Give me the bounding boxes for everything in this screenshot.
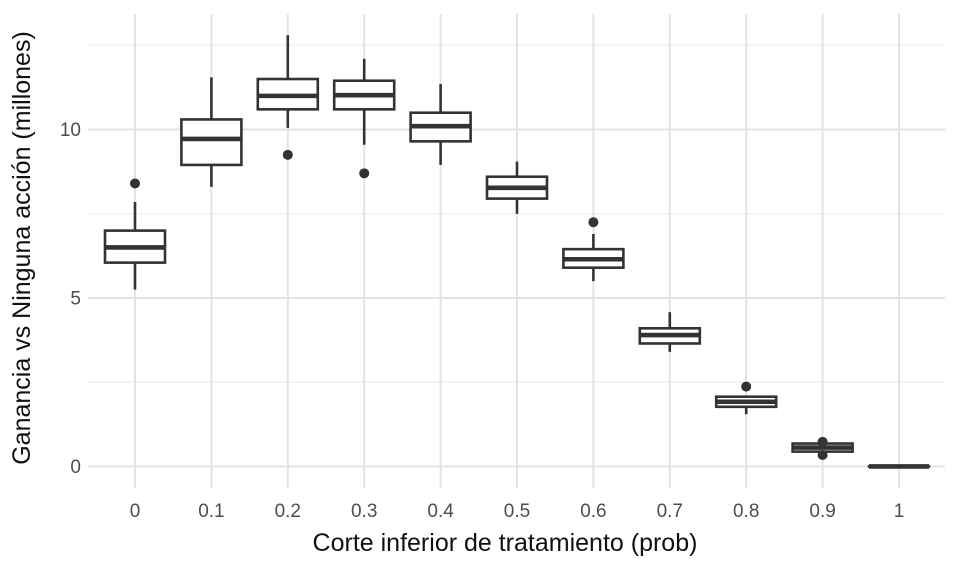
- outlier-dot: [817, 436, 828, 447]
- x-axis-title: Corte inferior de tratamiento (prob): [313, 529, 698, 557]
- y-tick-label: 0: [70, 457, 81, 478]
- y-axis-tick-labels: 0 5 10: [60, 120, 81, 478]
- y-tick-label: 5: [70, 288, 81, 309]
- box-group: [562, 217, 625, 282]
- box-group: [791, 436, 854, 460]
- x-tick-label: 0.7: [657, 501, 683, 522]
- x-axis-tick-labels: 0 0.1 0.2 0.3 0.4 0.5 0.6 0.7 0.8 0.9 1: [130, 501, 905, 522]
- outlier-dot: [588, 217, 599, 228]
- box-group: [714, 381, 778, 415]
- x-tick-label: 0.5: [504, 501, 530, 522]
- x-tick-label: 0.9: [809, 501, 835, 522]
- box-group: [180, 77, 243, 187]
- boxplot-series: [103, 35, 931, 469]
- box-group: [638, 312, 702, 352]
- box-group: [485, 161, 549, 214]
- outlier-dot: [741, 381, 752, 392]
- x-tick-label: 0.1: [198, 501, 224, 522]
- box-rect: [180, 118, 243, 167]
- x-tick-label: 0.6: [580, 501, 606, 522]
- x-tick-label: 0.4: [427, 501, 454, 522]
- gridlines-major: [88, 14, 945, 488]
- y-tick-label: 10: [60, 120, 81, 141]
- x-tick-label: 0: [130, 501, 141, 522]
- x-tick-label: 0.2: [275, 501, 301, 522]
- x-tick-label: 0.3: [351, 501, 377, 522]
- outlier-dot: [130, 178, 140, 189]
- box-group: [256, 35, 320, 160]
- box-group: [332, 58, 396, 179]
- x-tick-label: 1: [894, 501, 905, 522]
- box-group: [103, 178, 167, 290]
- outlier-dot: [817, 449, 828, 460]
- box-group: [409, 84, 472, 165]
- y-axis-title: Ganancia vs Ninguna acción (millones): [8, 31, 36, 465]
- x-tick-label: 0.8: [733, 501, 759, 522]
- outlier-dot: [359, 168, 370, 179]
- outlier-dot: [282, 149, 293, 160]
